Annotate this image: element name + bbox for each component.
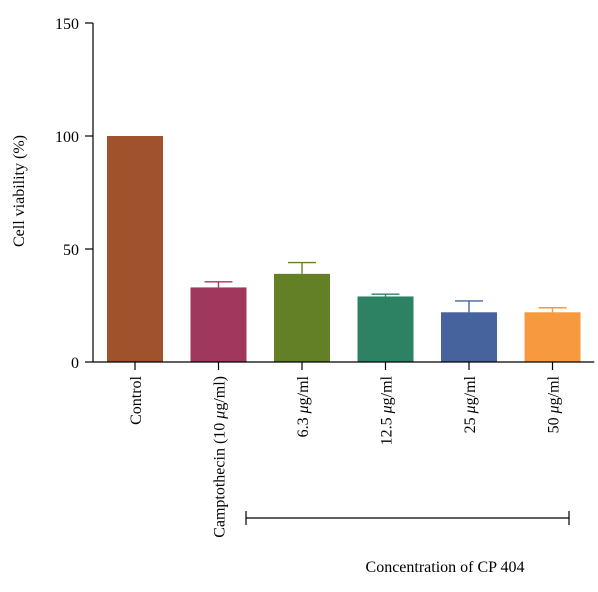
- y-tick-label: 100: [55, 129, 79, 146]
- y-tick-label: 0: [71, 355, 79, 372]
- category-label-part: 25: [462, 413, 479, 433]
- y-axis: 0 50 100 150: [55, 16, 94, 372]
- error-bars-group: [204, 261, 567, 313]
- category-label-part: Control: [128, 375, 145, 424]
- category-label-part: g/ml: [462, 375, 479, 405]
- category-label-part: μ: [462, 405, 479, 414]
- category-label: 6.3 μg/ml: [295, 375, 312, 437]
- category-label-part: μ: [546, 405, 563, 414]
- category-label-part: 50: [546, 413, 563, 433]
- bar: [107, 136, 163, 362]
- bar: [357, 296, 414, 362]
- category-label-part: 12.5: [379, 413, 396, 445]
- category-label-part: g/ml: [379, 375, 396, 405]
- category-label-part: 6.3: [295, 413, 312, 437]
- bar: [524, 312, 581, 362]
- category-label: Control: [128, 375, 145, 424]
- category-label: Camptothecin (10 μg/ml): [212, 376, 229, 538]
- bar: [190, 287, 247, 362]
- bars-group: [107, 136, 581, 362]
- category-label-part: g/ml: [546, 375, 563, 405]
- bar: [441, 312, 497, 362]
- category-label: 50 μg/ml: [546, 375, 563, 433]
- category-label-part: μ: [295, 405, 312, 414]
- category-label-part: Camptothecin (10: [212, 419, 229, 538]
- y-tick-label: 50: [63, 242, 79, 259]
- bracket-label: Concentration of CP 404: [366, 559, 525, 576]
- category-label-part: μ: [212, 411, 229, 420]
- concentration-bracket: Concentration of CP 404: [245, 511, 570, 576]
- y-axis-title: Cell viability (%): [11, 135, 28, 247]
- category-label-part: g/ml: [295, 375, 312, 405]
- bar: [274, 273, 330, 362]
- category-label-part: g/ml): [212, 376, 229, 411]
- category-label: 12.5 μg/ml: [379, 375, 396, 445]
- category-label: 25 μg/ml: [462, 375, 479, 433]
- category-label-part: μ: [379, 405, 396, 414]
- x-axis: [93, 361, 595, 370]
- y-tick-label: 150: [55, 16, 79, 33]
